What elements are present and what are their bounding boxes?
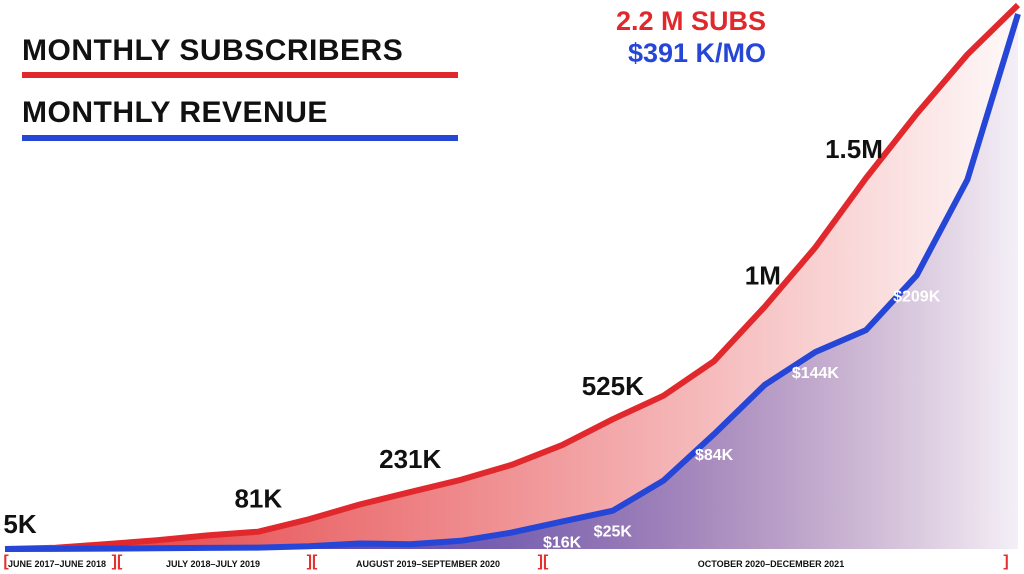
revenue-data-label: $84K <box>695 447 734 464</box>
revenue-area <box>5 14 1018 549</box>
legend-revenue-line <box>22 135 458 141</box>
summary-revenue: $391 K/MO <box>627 38 766 68</box>
period-bracket-1: ][ <box>111 553 123 570</box>
subscriber-data-label: 5K <box>3 509 36 539</box>
subscriber-data-label: 1.5M <box>825 134 883 164</box>
subscribers-line <box>4 2 1021 552</box>
summary-subscribers: 2.2 M SUBS <box>615 6 766 36</box>
period-bracket-start: [ <box>3 553 9 570</box>
period-bracket-end: ] <box>1003 553 1009 570</box>
revenue-data-label: $4.9K <box>440 554 483 571</box>
period-label-1: JUNE 2017–JUNE 2018 <box>7 559 107 569</box>
revenue-data-label: $25K <box>594 524 633 541</box>
revenue-line <box>4 13 1021 552</box>
subscriber-data-label: 1M <box>745 261 781 291</box>
revenue-data-label: $209K <box>893 288 941 305</box>
period-label-4: OCTOBER 2020–DECEMBER 2021 <box>697 559 845 569</box>
subscriber-data-label: 525K <box>582 371 644 401</box>
subscriber-data-label: 81K <box>234 484 282 514</box>
period-bracket-3: ][ <box>537 553 549 570</box>
legend-subscribers-line <box>22 72 458 78</box>
legend-revenue-label: MONTHLY REVENUE <box>22 96 328 129</box>
revenue-data-label: $16K <box>543 535 582 552</box>
revenue-data-label: $144K <box>792 365 840 382</box>
period-label-3: AUGUST 2019–SEPTEMBER 2020 <box>355 559 501 569</box>
period-label-2: JULY 2018–JULY 2019 <box>165 559 261 569</box>
period-bracket-2: ][ <box>306 553 318 570</box>
subscriber-data-label: 231K <box>379 444 441 474</box>
legend-subscribers-label: MONTHLY SUBSCRIBERS <box>22 34 404 67</box>
